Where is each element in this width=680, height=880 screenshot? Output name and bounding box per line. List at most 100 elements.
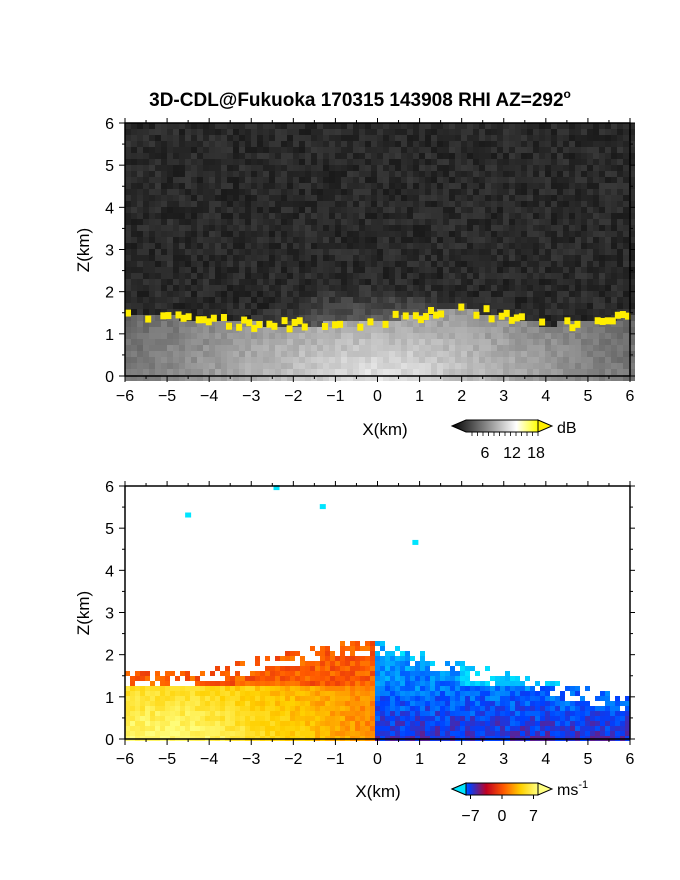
velocity-cell xyxy=(405,721,410,726)
intensity-cell xyxy=(131,153,137,159)
intensity-cell xyxy=(461,309,467,315)
intensity-cell xyxy=(359,267,365,273)
intensity-cell xyxy=(167,135,173,141)
velocity-cell xyxy=(320,666,325,671)
velocity-cell xyxy=(415,711,420,716)
intensity-cell xyxy=(233,207,239,213)
intensity-cell xyxy=(209,231,215,237)
intensity-cell xyxy=(587,333,593,339)
intensity-cell xyxy=(401,369,407,375)
intensity-cell xyxy=(263,147,269,153)
intensity-cell xyxy=(491,219,497,225)
intensity-cell xyxy=(503,279,509,285)
intensity-cell xyxy=(599,237,605,243)
velocity-cell xyxy=(275,671,280,676)
velocity-cell xyxy=(165,676,170,681)
velocity-cell xyxy=(315,696,320,701)
intensity-cell xyxy=(257,315,263,321)
intensity-cell xyxy=(515,291,521,297)
velocity-cell xyxy=(275,711,280,716)
intensity-cell xyxy=(485,231,491,237)
velocity-cell xyxy=(310,681,315,686)
intensity-cell xyxy=(197,153,203,159)
intensity-cell xyxy=(431,267,437,273)
intensity-cell xyxy=(281,183,287,189)
intensity-cell xyxy=(239,261,245,267)
intensity-cell xyxy=(299,231,305,237)
intensity-cell xyxy=(605,195,611,201)
intensity-cell xyxy=(449,333,455,339)
intensity-cell xyxy=(425,369,431,375)
intensity-cell xyxy=(479,225,485,231)
intensity-cell xyxy=(257,279,263,285)
velocity-cell xyxy=(245,721,250,726)
intensity-cell xyxy=(623,147,629,153)
intensity-cell xyxy=(137,189,143,195)
intensity-cell xyxy=(131,345,137,351)
velocity-cell xyxy=(130,676,135,681)
intensity-cell xyxy=(545,237,551,243)
intensity-cell xyxy=(491,237,497,243)
velocity-cell xyxy=(370,656,375,661)
intensity-cell xyxy=(365,231,371,237)
intensity-cell xyxy=(359,297,365,303)
intensity-cell xyxy=(221,147,227,153)
intensity-cell xyxy=(509,231,515,237)
intensity-cell xyxy=(173,339,179,345)
intensity-cell xyxy=(221,297,227,303)
intensity-cell xyxy=(251,249,257,255)
velocity-cell xyxy=(240,711,245,716)
intensity-cell xyxy=(131,189,137,195)
intensity-cell xyxy=(515,351,521,357)
intensity-cell xyxy=(539,255,545,261)
intensity-cell xyxy=(527,237,533,243)
intensity-cell xyxy=(377,219,383,225)
intensity-highlight-cell xyxy=(488,315,495,323)
intensity-cell xyxy=(473,147,479,153)
intensity-cell xyxy=(413,243,419,249)
velocity-cell xyxy=(375,651,380,656)
intensity-cell xyxy=(137,333,143,339)
velocity-cell xyxy=(470,711,475,716)
intensity-cell xyxy=(383,147,389,153)
intensity-cell xyxy=(401,309,407,315)
intensity-cell xyxy=(353,237,359,243)
intensity-cell xyxy=(467,225,473,231)
intensity-cell xyxy=(311,339,317,345)
intensity-cell xyxy=(569,309,575,315)
intensity-cell xyxy=(569,159,575,165)
velocity-cell xyxy=(485,701,490,706)
intensity-cell xyxy=(359,303,365,309)
velocity-cell xyxy=(480,721,485,726)
intensity-cell xyxy=(197,171,203,177)
intensity-cell xyxy=(527,273,533,279)
intensity-cell xyxy=(365,333,371,339)
intensity-cell xyxy=(485,129,491,135)
velocity-cell xyxy=(490,721,495,726)
intensity-cell xyxy=(257,303,263,309)
intensity-cell xyxy=(527,171,533,177)
intensity-cell xyxy=(587,123,593,129)
velocity-cell xyxy=(240,706,245,711)
intensity-cell xyxy=(479,267,485,273)
intensity-cell xyxy=(383,129,389,135)
intensity-cell xyxy=(209,321,215,327)
intensity-cell xyxy=(575,135,581,141)
intensity-cell xyxy=(245,165,251,171)
intensity-cell xyxy=(449,189,455,195)
velocity-cell xyxy=(125,696,130,701)
intensity-cell xyxy=(353,285,359,291)
intensity-cell xyxy=(311,315,317,321)
intensity-cell xyxy=(497,279,503,285)
intensity-cell xyxy=(443,249,449,255)
intensity-cell xyxy=(233,357,239,363)
velocity-cell xyxy=(235,726,240,731)
velocity-cell xyxy=(150,701,155,706)
intensity-cell xyxy=(287,195,293,201)
intensity-cell xyxy=(443,309,449,315)
intensity-cell xyxy=(335,177,341,183)
intensity-cell xyxy=(461,147,467,153)
intensity-cell xyxy=(365,129,371,135)
intensity-cell xyxy=(311,249,317,255)
intensity-cell xyxy=(431,147,437,153)
